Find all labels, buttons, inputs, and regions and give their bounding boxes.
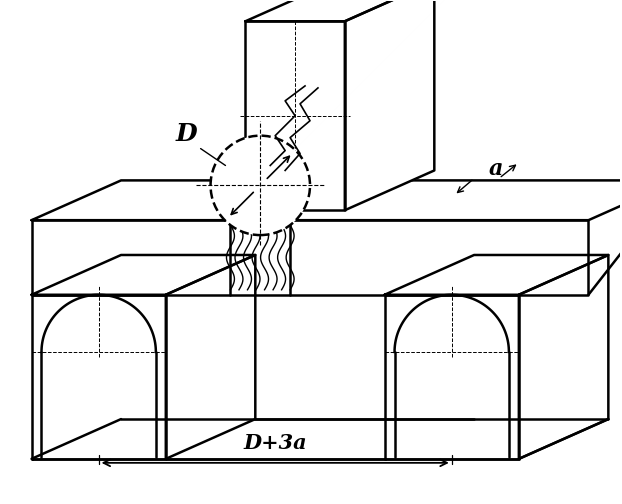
- Polygon shape: [245, 21, 345, 210]
- Text: D: D: [176, 121, 197, 146]
- Polygon shape: [32, 419, 608, 459]
- Polygon shape: [166, 255, 255, 459]
- Polygon shape: [519, 255, 608, 459]
- Circle shape: [211, 136, 310, 235]
- Polygon shape: [32, 255, 255, 295]
- Polygon shape: [32, 295, 166, 459]
- Polygon shape: [384, 295, 519, 459]
- Polygon shape: [32, 220, 588, 295]
- Polygon shape: [245, 0, 434, 21]
- Polygon shape: [32, 180, 622, 220]
- Text: D+3a: D+3a: [243, 433, 307, 453]
- Text: a: a: [489, 158, 503, 180]
- Polygon shape: [384, 255, 608, 295]
- Polygon shape: [345, 0, 434, 210]
